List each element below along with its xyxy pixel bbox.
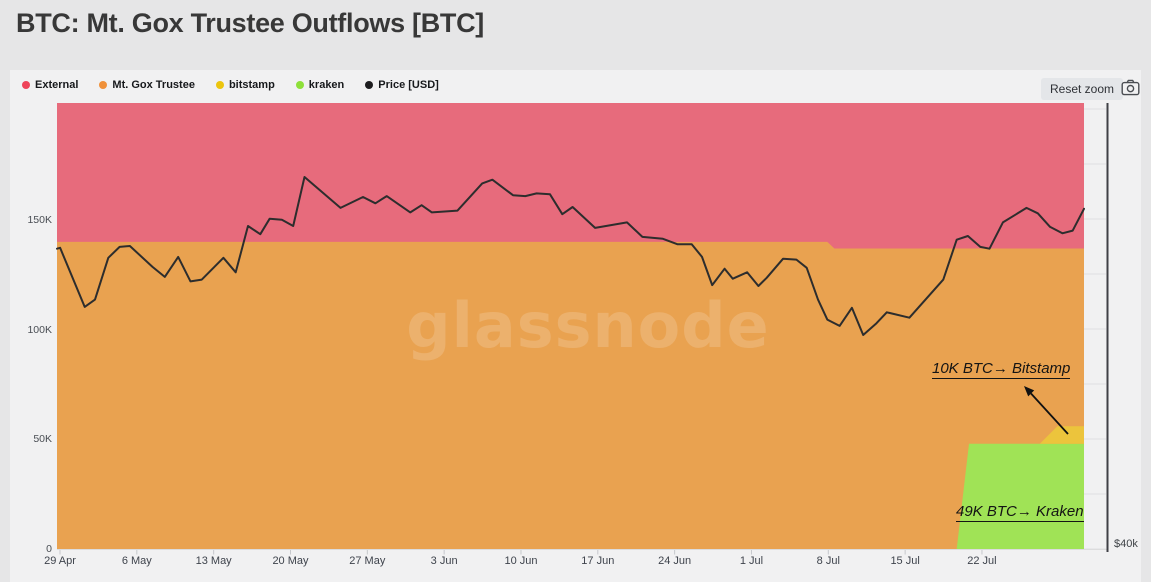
x-axis-tick: 6 May [121,555,152,567]
legend-item-external[interactable]: External [22,79,78,91]
x-axis-tick: 24 Jun [658,555,692,567]
x-axis-tick: 8 Jul [816,555,840,567]
external-dot-icon [22,81,30,89]
stacked-areas [57,103,1084,549]
legend-label: External [35,79,79,91]
gridlines [57,108,1108,550]
chart-legend: External Mt. Gox Trustee bitstamp kraken… [22,79,439,91]
legend-label: Mt. Gox Trustee [112,79,195,91]
price-line [56,176,1085,336]
camera-icon [1121,79,1140,96]
camera-button[interactable] [1121,79,1140,99]
x-axis-tick: 17 Jun [581,555,615,567]
page-title: BTC: Mt. Gox Trustee Outflows [BTC] [16,8,484,38]
legend-item-mtgox-trustee[interactable]: Mt. Gox Trustee [99,79,195,91]
y-axis-tick: 0 [46,543,52,555]
x-axis-tick: 13 May [195,555,232,567]
legend-item-kraken[interactable]: kraken [295,79,345,91]
legend-label: Price [USD] [378,79,439,91]
glassnode-watermark: glassnode [406,289,769,362]
x-axis-tick: 29 Apr [44,555,76,567]
y-axis-tick: 100K [27,323,52,336]
x-axis-tick: 20 May [272,555,309,567]
kraken-dot-icon [295,81,304,89]
bitstamp-annotation: 10K BTC→ Bitstamp [932,360,1071,379]
trustee-dot-icon [99,81,108,89]
legend-item-bitstamp[interactable]: bitstamp [215,79,275,91]
axes-and-arrow [59,103,1109,555]
x-axis-tick: 10 Jun [504,555,538,567]
legend-label: kraken [308,79,345,91]
legend-label: bitstamp [228,79,275,91]
x-axis-tick: 27 May [349,555,386,567]
kraken-annotation: 49K BTC→ Kraken [956,503,1084,522]
x-axis-tick: 3 Jun [430,555,458,567]
x-axis-tick: 1 Jul [739,555,764,567]
legend-item-price-usd[interactable]: Price [USD] [365,79,439,91]
bitstamp-dot-icon [215,81,224,89]
y-axis-tick: 50K [33,433,52,446]
y-axis-tick: 150K [27,214,52,226]
price-dot-icon [365,81,374,89]
right-axis-price-label: $40k [1114,538,1138,550]
x-axis-tick: 22 Jul [967,555,997,567]
reset-zoom-button[interactable]: Reset zoom [1041,78,1124,100]
x-axis-tick: 15 Jul [890,555,920,567]
